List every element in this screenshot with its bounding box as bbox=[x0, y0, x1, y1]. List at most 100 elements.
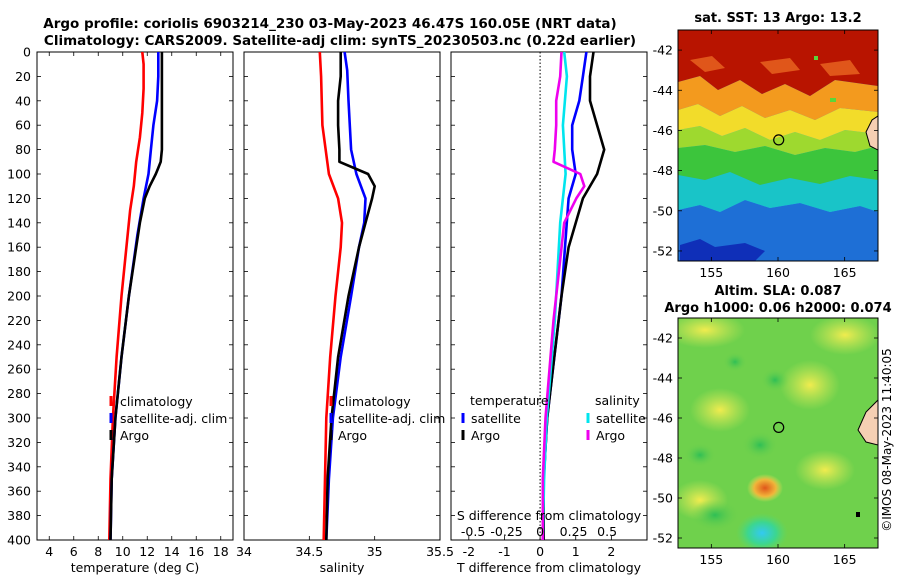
legend-label: Argo bbox=[120, 428, 149, 443]
series-line-argo bbox=[325, 52, 377, 540]
x-tick-label: 14 bbox=[164, 544, 180, 559]
y-tick-label: 100 bbox=[7, 167, 31, 182]
y-tick-label: 280 bbox=[7, 386, 31, 401]
y-tick-label: -52 bbox=[653, 243, 673, 258]
figure-title-line1: Argo profile: coriolis 6903214_230 03-Ma… bbox=[43, 16, 616, 32]
x-axis-label: salinity bbox=[320, 560, 365, 575]
temperature-profile-panel: 0 20 40 60 80 100 120 140 160 180 200 220 240 260 280 3… bbox=[7, 45, 234, 575]
x-tick-label: 165 bbox=[833, 552, 857, 567]
x-tick-label: 8 bbox=[94, 544, 102, 559]
x-tick-label: 2 bbox=[607, 544, 615, 559]
y-tick-label: 320 bbox=[7, 435, 31, 450]
y-tick-label: -48 bbox=[653, 451, 673, 466]
legend-label: Argo bbox=[338, 428, 367, 443]
plot-frame bbox=[36, 51, 234, 541]
legend-label: satellite bbox=[471, 411, 521, 426]
x-tick-label: 16 bbox=[188, 544, 204, 559]
figure-title-line2: Climatology: CARS2009. Satellite-adj cli… bbox=[44, 33, 636, 49]
legend-title-salinity: salinity bbox=[595, 393, 640, 408]
y-tick-label: 300 bbox=[7, 411, 31, 426]
y-tick-label: -48 bbox=[653, 163, 673, 178]
x-tick-label: 0 bbox=[536, 544, 544, 559]
sla-map-title-line2: Argo h1000: 0.06 h2000: 0.074 bbox=[664, 301, 891, 316]
x-tick-label: 6 bbox=[70, 544, 78, 559]
y-tick-label: 360 bbox=[7, 484, 31, 499]
difference-profile-panel: -2 -1 0 1 2T difference from climatology S di… bbox=[450, 51, 648, 575]
sst-map-panel: sat. SST: 13 Argo: 13.2 155 160 165 -42 -44 -… bbox=[653, 11, 879, 280]
imos-credit: ©IMOS 08-May-2023 11:40:05 bbox=[880, 348, 894, 532]
y-tick-label: 160 bbox=[7, 240, 31, 255]
y-tick-label: 240 bbox=[7, 337, 31, 352]
y-tick-label: -46 bbox=[653, 123, 673, 138]
series-group bbox=[108, 52, 164, 540]
legend-label: satellite bbox=[596, 411, 646, 426]
x-tick-label: -1 bbox=[498, 544, 510, 559]
s-axis-title: S difference from climatology bbox=[457, 508, 642, 523]
legend-label: Argo bbox=[596, 428, 625, 443]
s-tick-label: -0.25 bbox=[490, 524, 522, 539]
legend-title-temperature: temperature bbox=[470, 393, 549, 408]
y-tick-label: 40 bbox=[15, 93, 31, 108]
x-tick-label: 35 bbox=[367, 544, 383, 559]
y-tick-label: 180 bbox=[7, 264, 31, 279]
x-tick-label: 10 bbox=[115, 544, 131, 559]
y-tick-label: 20 bbox=[15, 69, 31, 84]
sla-map-image bbox=[678, 318, 878, 548]
sst-map-axes: 155 160 165 -42 -44 -46 -48 -50 -52 bbox=[653, 30, 878, 280]
x-tick-label: 12 bbox=[139, 544, 155, 559]
series-group bbox=[318, 52, 377, 540]
legend-label: satellite-adj. clim bbox=[120, 411, 227, 426]
x-tick-label: 165 bbox=[833, 265, 857, 280]
sla-map-title-line1: Altim. SLA: 0.087 bbox=[715, 284, 842, 299]
y-tick-label: 340 bbox=[7, 459, 31, 474]
y-tick-label: 140 bbox=[7, 215, 31, 230]
y-tick-label: 380 bbox=[7, 508, 31, 523]
x-tick-label: 4 bbox=[45, 544, 53, 559]
series-line-salinity-argo bbox=[541, 52, 586, 540]
y-tick-label: 60 bbox=[15, 118, 31, 133]
y-tick-label: -46 bbox=[653, 411, 673, 426]
y-tick-label: -50 bbox=[653, 491, 673, 506]
x-tick-label: 34.5 bbox=[295, 544, 323, 559]
plot-frame bbox=[243, 51, 441, 541]
s-tick-label: 0.5 bbox=[597, 524, 617, 539]
x-tick-label: 160 bbox=[766, 265, 790, 280]
y-tick-label: -42 bbox=[653, 331, 673, 346]
y-tick-label: -50 bbox=[653, 203, 673, 218]
legend-label: satellite-adj. clim bbox=[338, 411, 445, 426]
x-axis-label: T difference from climatology bbox=[456, 560, 642, 575]
x-tick-label: 155 bbox=[699, 552, 723, 567]
y-tick-label: 200 bbox=[7, 289, 31, 304]
y-tick-label: -52 bbox=[653, 531, 673, 546]
salinity-profile-panel: 34 34.5 35 35.5 salinity climatology satellite… bbox=[236, 51, 454, 575]
y-tick-label: 0 bbox=[23, 45, 31, 60]
x-tick-label: 1 bbox=[572, 544, 580, 559]
sst-map-title: sat. SST: 13 Argo: 13.2 bbox=[694, 11, 861, 26]
y-tick-label: 80 bbox=[15, 142, 31, 157]
s-tick-label: 0 bbox=[536, 524, 544, 539]
y-tick-label: -42 bbox=[653, 43, 673, 58]
plot-frame bbox=[450, 51, 648, 541]
series-group bbox=[541, 52, 606, 540]
argo-location-marker bbox=[773, 134, 785, 146]
sla-map-axes: 155 160 165 -42 -44 -46 -48 -50 -52 bbox=[653, 318, 878, 567]
legend-label: Argo bbox=[471, 428, 500, 443]
x-tick-label: 35.5 bbox=[426, 544, 454, 559]
x-tick-label: 34 bbox=[236, 544, 252, 559]
x-tick-label: 18 bbox=[213, 544, 229, 559]
y-tick-label: 220 bbox=[7, 313, 31, 328]
y-tick-label: 400 bbox=[7, 533, 31, 548]
s-tick-label: 0.25 bbox=[560, 524, 588, 539]
legend-label: climatology bbox=[338, 394, 411, 409]
x-axis-label: temperature (deg C) bbox=[71, 560, 200, 575]
y-tick-label: 260 bbox=[7, 362, 31, 377]
sla-map-panel: Altim. SLA: 0.087 Argo h1000: 0.06 h2000… bbox=[653, 284, 892, 567]
sst-map-image bbox=[678, 30, 878, 261]
s-tick-label: -0.5 bbox=[461, 524, 485, 539]
series-line-climatology bbox=[318, 52, 344, 540]
x-tick-label: 160 bbox=[766, 552, 790, 567]
x-tick-label: -2 bbox=[463, 544, 475, 559]
y-tick-label: -44 bbox=[653, 83, 673, 98]
argo-location-marker bbox=[773, 421, 785, 433]
